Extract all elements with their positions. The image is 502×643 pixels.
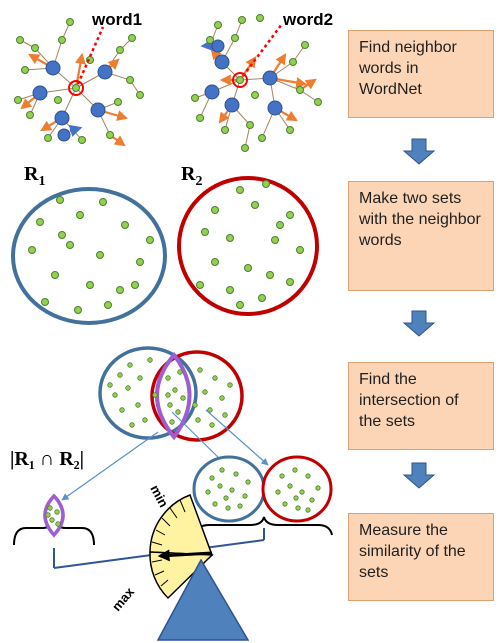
wordnet-graph-2 xyxy=(191,14,322,152)
set-r2-subscript: 2 xyxy=(195,174,202,189)
intersection-lens xyxy=(155,351,192,441)
intersection-formula: |R₁ ∩ R₂| xyxy=(10,448,84,470)
set-r1-symbol: R xyxy=(24,163,39,185)
set-r1-subscript: 1 xyxy=(38,174,45,189)
gauge-needle xyxy=(157,549,213,562)
step-measure-similarity: Measure the similarity of the sets xyxy=(348,513,494,601)
right-brace xyxy=(193,516,333,536)
word1-label: word1 xyxy=(91,10,142,29)
set-r2-label: R2 xyxy=(181,163,202,189)
scale-fulcrum-triangle xyxy=(156,558,250,641)
step-arrow-3 xyxy=(402,462,436,489)
union-set-r1-small xyxy=(192,455,266,523)
wordnet-graph-1 xyxy=(14,18,144,147)
scale-min-label: min xyxy=(147,482,171,510)
step-arrow-1 xyxy=(402,138,436,165)
similarity-gauge xyxy=(149,494,214,600)
set-r2-symbol: R xyxy=(181,163,196,185)
step-make-sets: Make two sets with the neighbor words xyxy=(348,181,494,291)
set-r2-circle xyxy=(177,176,319,316)
overlapping-sets xyxy=(98,346,244,442)
intersection-set-small xyxy=(43,493,65,538)
step-find-intersection: Find the intersection of the sets xyxy=(348,362,494,450)
set-r1-circle xyxy=(11,187,167,325)
step-find-neighbors: Find neighbor words in WordNet xyxy=(348,30,494,118)
set-r1-label: R1 xyxy=(24,163,45,189)
scale-max-label: max xyxy=(109,584,138,614)
union-set-r2-small xyxy=(261,455,333,523)
step-arrow-2 xyxy=(402,310,436,337)
word2-label: word2 xyxy=(282,10,333,29)
